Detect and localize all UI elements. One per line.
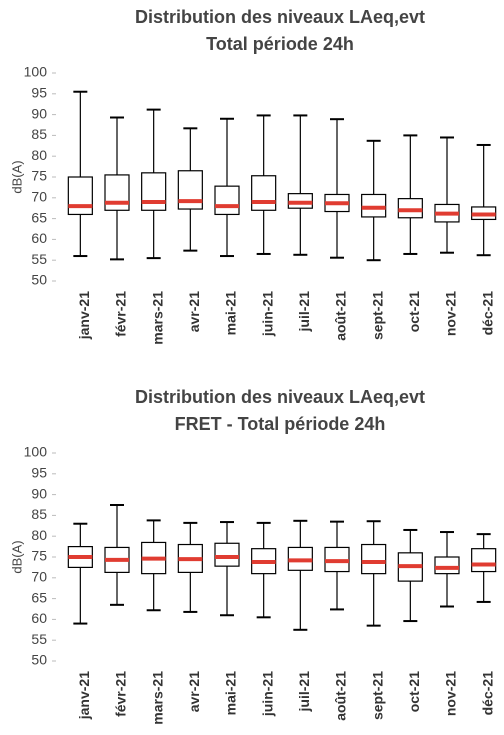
y-tick-label: 60 — [31, 610, 47, 626]
box — [251, 175, 277, 211]
y-tick-label: 70 — [31, 189, 47, 205]
y-tick-label: 90 — [31, 485, 47, 501]
x-tick-label: sept-21 — [369, 671, 385, 720]
box — [141, 172, 167, 211]
x-tick-label: juil-21 — [296, 671, 312, 713]
x-tick-label: févr-21 — [113, 291, 129, 337]
y-axis-label: dB(A) — [9, 540, 24, 573]
x-tick-label: août-21 — [333, 291, 349, 341]
x-tick-label: déc-21 — [479, 671, 495, 716]
chart-title: Distribution des niveaux LAeq,evt — [135, 7, 425, 27]
y-tick-label: 80 — [31, 527, 47, 543]
y-tick-label: 100 — [24, 444, 48, 460]
x-tick-label: juin-21 — [259, 291, 275, 337]
x-tick-label: oct-21 — [406, 671, 422, 712]
box — [177, 170, 203, 210]
x-tick-label: mars-21 — [149, 671, 165, 725]
y-tick-label: 75 — [31, 168, 47, 184]
y-tick-label: 50 — [31, 272, 47, 288]
y-tick-label: 65 — [31, 589, 47, 605]
x-tick-label: janv-21 — [76, 291, 92, 340]
x-tick-label: oct-21 — [406, 291, 422, 332]
x-tick-label: juil-21 — [296, 291, 312, 333]
x-tick-label: mars-21 — [149, 291, 165, 345]
y-tick-label: 55 — [31, 631, 47, 647]
chart-title: Distribution des niveaux LAeq,evt — [135, 387, 425, 407]
y-tick-label: 95 — [31, 85, 47, 101]
x-tick-label: févr-21 — [113, 671, 129, 717]
x-tick-label: déc-21 — [479, 291, 495, 336]
x-tick-label: nov-21 — [443, 671, 459, 716]
box — [104, 174, 130, 211]
y-tick-label: 55 — [31, 251, 47, 267]
x-tick-label: mai-21 — [223, 291, 239, 336]
x-tick-label: août-21 — [333, 671, 349, 721]
box — [214, 185, 240, 216]
y-tick-label: 90 — [31, 105, 47, 121]
chart-title: FRET - Total période 24h — [175, 414, 386, 434]
y-tick-label: 85 — [31, 126, 47, 142]
chart-title: Total période 24h — [206, 34, 354, 54]
box — [471, 548, 497, 573]
y-tick-label: 65 — [31, 209, 47, 225]
x-tick-label: avr-21 — [186, 291, 202, 332]
x-tick-label: juin-21 — [259, 671, 275, 717]
box — [361, 543, 387, 575]
x-tick-label: avr-21 — [186, 671, 202, 712]
y-tick-label: 75 — [31, 548, 47, 564]
x-tick-label: janv-21 — [76, 671, 92, 720]
x-tick-label: mai-21 — [223, 671, 239, 716]
y-tick-label: 85 — [31, 506, 47, 522]
y-tick-label: 50 — [31, 652, 47, 668]
box — [214, 542, 240, 567]
y-tick-label: 100 — [24, 64, 48, 80]
y-tick-label: 70 — [31, 569, 47, 585]
y-tick-label: 60 — [31, 230, 47, 246]
x-tick-label: sept-21 — [369, 291, 385, 340]
box — [67, 176, 93, 216]
y-axis-label: dB(A) — [9, 160, 24, 193]
box — [397, 198, 423, 219]
box — [434, 556, 460, 575]
y-tick-label: 80 — [31, 147, 47, 163]
y-tick-label: 95 — [31, 465, 47, 481]
box — [361, 193, 387, 218]
x-tick-label: nov-21 — [443, 291, 459, 336]
